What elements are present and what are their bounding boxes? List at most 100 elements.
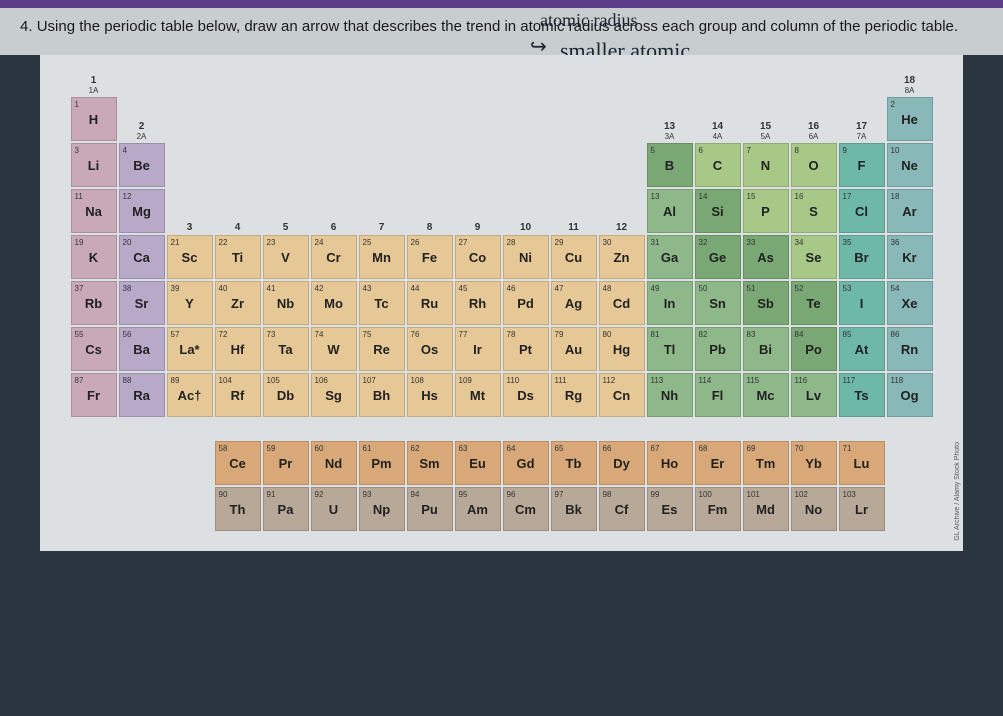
atomic-number: 28 [507,238,516,247]
element-Tc: 43Tc [359,281,405,325]
element-Og: 118Og [887,373,933,417]
element-symbol: Po [805,342,822,357]
atomic-number: 9 [843,146,847,155]
atomic-number: 94 [411,490,420,499]
element-symbol: Fl [712,388,724,403]
atomic-number: 13 [651,192,660,201]
atomic-number: 56 [123,330,132,339]
element-Be: 4Be [119,143,165,187]
element-B: 5B [647,143,693,187]
element-Sr: 38Sr [119,281,165,325]
element-symbol: Tc [374,296,388,311]
atomic-number: 57 [171,330,180,339]
element-symbol: He [901,112,918,127]
atomic-number: 96 [507,490,516,499]
element-symbol: No [805,502,822,517]
element-Bk: 97Bk [551,487,597,531]
element-symbol: H [89,112,98,127]
atomic-number: 118 [891,376,904,385]
element-Am: 95Am [455,487,501,531]
element-Rf: 104Rf [215,373,261,417]
atomic-number: 47 [555,284,564,293]
atomic-number: 41 [267,284,276,293]
atomic-number: 111 [555,376,567,385]
element-symbol: Pt [519,342,532,357]
element-symbol: Bk [565,502,582,517]
atomic-number: 35 [843,238,852,247]
element-symbol: Mc [756,388,774,403]
element-symbol: Au [565,342,582,357]
element-symbol: Lu [854,456,870,471]
atomic-number: 84 [795,330,804,339]
element-symbol: Pr [279,456,293,471]
group-label-18: 188A [887,75,933,95]
element-symbol: Cu [565,250,582,265]
element-Mg: 12Mg [119,189,165,233]
atomic-number: 24 [315,238,324,247]
element-symbol: Pm [371,456,391,471]
element-symbol: Ar [902,204,916,219]
atomic-number: 115 [747,376,760,385]
element-Ni: 28Ni [503,235,549,279]
element-symbol: Ds [517,388,534,403]
element-Po: 84Po [791,327,837,371]
atomic-number: 55 [75,330,84,339]
group-label-1: 11A [71,75,117,95]
atomic-number: 108 [411,376,424,385]
atomic-number: 78 [507,330,516,339]
atomic-number: 34 [795,238,804,247]
atomic-number: 63 [459,444,468,453]
element-Sn: 50Sn [695,281,741,325]
atomic-number: 65 [555,444,564,453]
element-symbol: In [664,296,676,311]
element-symbol: Pd [517,296,534,311]
atomic-number: 109 [459,376,472,385]
atomic-number: 7 [747,146,751,155]
group-label-5: 5 [263,189,309,233]
atomic-number: 36 [891,238,900,247]
element-symbol: Br [854,250,868,265]
element-symbol: Pu [421,502,438,517]
element-W: 74W [311,327,357,371]
element-In: 49In [647,281,693,325]
atomic-number: 54 [891,284,900,293]
element-Au: 79Au [551,327,597,371]
atomic-number: 60 [315,444,324,453]
atomic-number: 14 [699,192,708,201]
element-Er: 68Er [695,441,741,485]
element-symbol: Hf [231,342,245,357]
atomic-number: 69 [747,444,756,453]
element-Ta: 73Ta [263,327,309,371]
atomic-number: 81 [651,330,660,339]
element-symbol: Ag [565,296,582,311]
element-symbol: Er [711,456,725,471]
element-Xe: 54Xe [887,281,933,325]
atomic-number: 87 [75,376,84,385]
element-symbol: U [329,502,338,517]
element-symbol: C [713,158,722,173]
element-symbol: Nh [661,388,678,403]
element-symbol: Nb [277,296,294,311]
element-H: 1H [71,97,117,141]
element-Ar: 18Ar [887,189,933,233]
atomic-number: 116 [795,376,808,385]
atomic-number: 53 [843,284,852,293]
element-symbol: Yb [805,456,822,471]
element-symbol: Sr [135,296,149,311]
atomic-number: 74 [315,330,324,339]
atomic-number: 26 [411,238,420,247]
element-symbol: Ti [232,250,243,265]
element-Hf: 72Hf [215,327,261,371]
element-Rb: 37Rb [71,281,117,325]
element-Co: 27Co [455,235,501,279]
element-Cl: 17Cl [839,189,885,233]
atomic-number: 113 [651,376,664,385]
element-Nb: 41Nb [263,281,309,325]
element-symbol: I [860,296,864,311]
element-Ds: 110Ds [503,373,549,417]
element-symbol: Cm [515,502,536,517]
element-Cr: 24Cr [311,235,357,279]
atomic-number: 50 [699,284,708,293]
element-Yb: 70Yb [791,441,837,485]
element-Kr: 36Kr [887,235,933,279]
